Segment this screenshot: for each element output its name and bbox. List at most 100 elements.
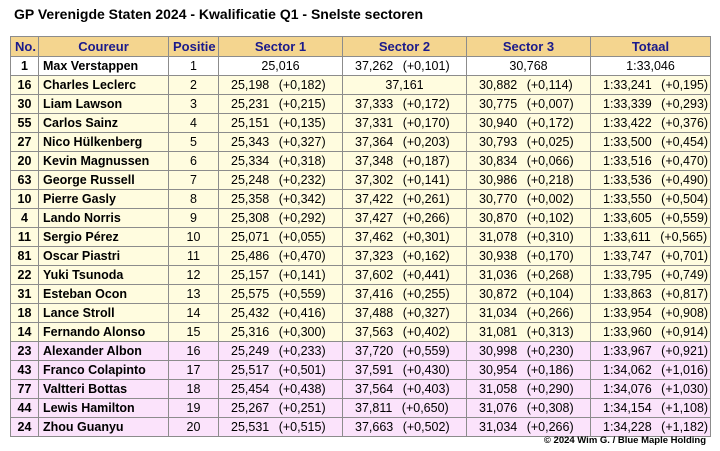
cell-sector-3-value: 31,034 — [479, 306, 518, 320]
cell-sector-1: 25,157 (+0,141) — [218, 265, 343, 285]
cell-sector-1-value: 25,248 — [231, 173, 270, 187]
results-body: 1 Max Verstappen 1 25,016 37,262 (+0,101) 30,… — [10, 56, 711, 437]
header-driver: Coureur — [38, 36, 169, 57]
cell-driver: Pierre Gasly — [38, 189, 169, 209]
cell-sector-2-gap: (+0,170) — [402, 116, 450, 130]
cell-sector-3: 31,058 (+0,290) — [466, 379, 591, 399]
cell-total-value: 1:34,076 — [603, 382, 652, 396]
cell-driver: Fernando Alonso — [38, 322, 169, 342]
cell-sector-2-gap: (+0,203) — [402, 135, 450, 149]
cell-total-value: 1:34,228 — [603, 420, 652, 434]
cell-sector-2-value: 37,348 — [355, 154, 394, 168]
cell-driver: Lando Norris — [38, 208, 169, 228]
cell-sector-1-gap: (+0,251) — [278, 401, 326, 415]
cell-sector-1-gap: (+0,215) — [278, 97, 326, 111]
cell-total-value: 1:34,062 — [603, 363, 652, 377]
cell-sector-3-gap: (+0,172) — [526, 116, 574, 130]
cell-sector-3: 31,076 (+0,308) — [466, 398, 591, 418]
cell-position: 11 — [168, 246, 219, 266]
cell-sector-3-gap: (+0,114) — [526, 78, 573, 92]
cell-car-number: 63 — [10, 170, 39, 190]
cell-total: 1:33,516 (+0,470) — [590, 151, 711, 171]
cell-sector-1-value: 25,249 — [231, 344, 270, 358]
cell-total: 1:33,960 (+0,914) — [590, 322, 711, 342]
header-sector-2: Sector 2 — [342, 36, 467, 57]
cell-sector-3-value: 30,986 — [479, 173, 518, 187]
cell-sector-1: 25,343 (+0,327) — [218, 132, 343, 152]
cell-sector-2: 37,333 (+0,172) — [342, 94, 467, 114]
cell-total: 1:33,967 (+0,921) — [590, 341, 711, 361]
cell-driver: Lewis Hamilton — [38, 398, 169, 418]
cell-position: 7 — [168, 170, 219, 190]
cell-sector-1: 25,334 (+0,318) — [218, 151, 343, 171]
cell-sector-1-gap: (+0,232) — [278, 173, 326, 187]
cell-position: 3 — [168, 94, 219, 114]
cell-total-value: 1:33,611 — [603, 230, 651, 244]
cell-total-gap: (+0,376) — [661, 116, 709, 130]
cell-sector-2: 37,422 (+0,261) — [342, 189, 467, 209]
cell-total-value: 1:33,960 — [603, 325, 652, 339]
cell-sector-2-gap: (+0,402) — [402, 325, 450, 339]
cell-sector-1-value: 25,432 — [231, 306, 270, 320]
cell-car-number: 44 — [10, 398, 39, 418]
cell-driver: Max Verstappen — [38, 56, 169, 76]
cell-sector-3-value: 30,940 — [479, 116, 518, 130]
table-row: 81 Oscar Piastri 11 25,486 (+0,470) 37,323 (… — [10, 246, 711, 266]
cell-car-number: 23 — [10, 341, 39, 361]
cell-sector-3-value: 30,870 — [479, 211, 518, 225]
cell-total: 1:33,863 (+0,817) — [590, 284, 711, 304]
cell-sector-1-value: 25,316 — [231, 325, 270, 339]
cell-total: 1:33,339 (+0,293) — [590, 94, 711, 114]
cell-sector-1: 25,151 (+0,135) — [218, 113, 343, 133]
cell-driver: Valtteri Bottas — [38, 379, 169, 399]
cell-sector-3-gap: (+0,290) — [526, 382, 574, 396]
cell-car-number: 16 — [10, 75, 39, 95]
cell-position: 5 — [168, 132, 219, 152]
cell-sector-2-gap: (+0,172) — [402, 97, 450, 111]
cell-total-gap: (+0,749) — [661, 268, 709, 282]
cell-sector-2-gap: (+0,101) — [402, 59, 450, 73]
cell-total-value: 1:33,605 — [603, 211, 652, 225]
header-row: No. Coureur Positie Sector 1 Sector 2 Se… — [10, 36, 711, 57]
cell-sector-3: 30,775 (+0,007) — [466, 94, 591, 114]
cell-total-gap: (+0,293) — [661, 97, 709, 111]
cell-total: 1:33,747 (+0,701) — [590, 246, 711, 266]
cell-sector-1-gap: (+0,501) — [278, 363, 326, 377]
table-row: 30 Liam Lawson 3 25,231 (+0,215) 37,333 (+0,… — [10, 94, 711, 114]
cell-sector-3-gap: (+0,002) — [526, 192, 574, 206]
table-row: 27 Nico Hülkenberg 5 25,343 (+0,327) 37,364 … — [10, 132, 711, 152]
cell-sector-1: 25,231 (+0,215) — [218, 94, 343, 114]
table-row: 11 Sergio Pérez 10 25,071 (+0,055) 37,462 (+… — [10, 227, 711, 247]
cell-total: 1:34,154 (+1,108) — [590, 398, 711, 418]
table-row: 10 Pierre Gasly 8 25,358 (+0,342) 37,422 (+0… — [10, 189, 711, 209]
header-no: No. — [10, 36, 39, 57]
cell-sector-1: 25,267 (+0,251) — [218, 398, 343, 418]
cell-sector-3-value: 31,076 — [479, 401, 518, 415]
cell-sector-2-value: 37,564 — [355, 382, 394, 396]
cell-position: 19 — [168, 398, 219, 418]
cell-sector-2: 37,323 (+0,162) — [342, 246, 467, 266]
cell-sector-3: 30,870 (+0,102) — [466, 208, 591, 228]
cell-total-gap: (+0,504) — [661, 192, 709, 206]
cell-total-gap: (+1,016) — [661, 363, 709, 377]
cell-sector-1: 25,454 (+0,438) — [218, 379, 343, 399]
cell-sector-3-gap: (+0,007) — [526, 97, 574, 111]
cell-sector-2-value: 37,720 — [355, 344, 394, 358]
cell-sector-3-value: 31,036 — [479, 268, 518, 282]
cell-total-gap: (+0,817) — [661, 287, 709, 301]
cell-sector-1-gap: (+0,416) — [278, 306, 326, 320]
table-row: 43 Franco Colapinto 17 25,517 (+0,501) 37,59… — [10, 360, 711, 380]
cell-sector-3: 31,081 (+0,313) — [466, 322, 591, 342]
cell-driver: Yuki Tsunoda — [38, 265, 169, 285]
cell-sector-1: 25,248 (+0,232) — [218, 170, 343, 190]
cell-driver: Lance Stroll — [38, 303, 169, 323]
cell-driver: Nico Hülkenberg — [38, 132, 169, 152]
cell-sector-3: 31,034 (+0,266) — [466, 303, 591, 323]
cell-sector-3: 30,940 (+0,172) — [466, 113, 591, 133]
cell-sector-2-value: 37,331 — [355, 116, 394, 130]
cell-position: 16 — [168, 341, 219, 361]
cell-sector-1-gap: (+0,318) — [278, 154, 326, 168]
cell-position: 6 — [168, 151, 219, 171]
cell-car-number: 30 — [10, 94, 39, 114]
cell-sector-3-value: 30,770 — [479, 192, 518, 206]
